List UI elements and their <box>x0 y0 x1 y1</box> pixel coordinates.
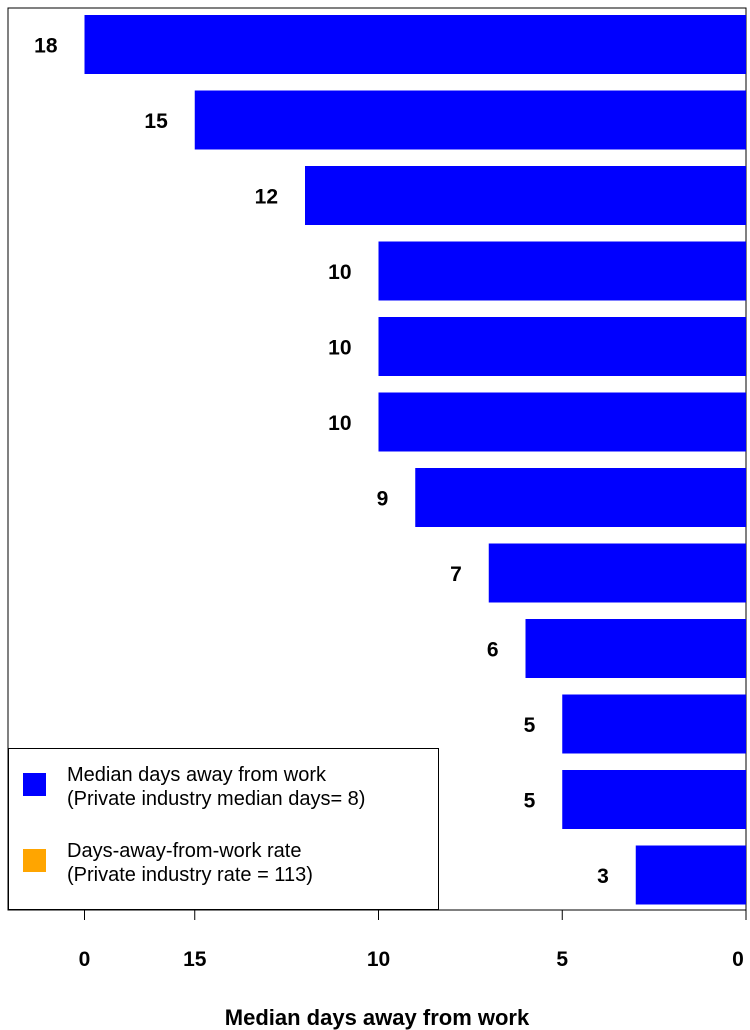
legend-label-rate: Days-away-from-work rate <box>67 840 302 862</box>
bar-label-12: 3 <box>597 865 609 888</box>
x-ticks-group: 0 15 10 5 0 <box>79 910 747 971</box>
bar-label-2: 15 <box>144 110 168 133</box>
legend-text-median-days: Median days away from work (Private indu… <box>67 763 365 811</box>
bar-label-9: 6 <box>487 639 499 662</box>
legend-text-rate: Days-away-from-work rate (Private indust… <box>67 839 313 887</box>
bar-label-4: 10 <box>328 261 351 284</box>
bar-6 <box>378 392 746 452</box>
legend-sublabel-rate: (Private industry rate = 113) <box>67 864 313 886</box>
bar-label-3: 12 <box>255 186 278 209</box>
x-tick-label-4: 5 <box>556 948 568 971</box>
bar-8 <box>488 543 746 603</box>
bar-labels-group: 18 15 12 10 10 10 9 7 6 5 5 3 <box>34 35 609 889</box>
x-tick-label-5: 0 <box>732 948 744 971</box>
bar-label-1: 18 <box>34 35 58 58</box>
bar-label-8: 7 <box>450 563 462 586</box>
bar-4 <box>378 241 746 301</box>
bar-2 <box>194 90 746 150</box>
x-tick-label-3: 10 <box>367 948 390 971</box>
bars-group <box>84 15 746 905</box>
legend-swatch-rate <box>23 849 46 872</box>
x-tick-label-1: 0 <box>79 948 91 971</box>
x-axis-title: Median days away from work <box>225 1005 530 1030</box>
bar-label-7: 9 <box>377 488 389 511</box>
legend-label-median-days: Median days away from work <box>67 764 326 786</box>
bar-7 <box>415 468 746 527</box>
bar-label-11: 5 <box>524 790 536 813</box>
bar-5 <box>378 317 746 376</box>
bar-3 <box>305 166 746 225</box>
legend-swatch-median-days <box>23 773 46 796</box>
legend: Median days away from work (Private indu… <box>8 748 439 910</box>
bar-12 <box>635 845 746 905</box>
bar-label-10: 5 <box>524 714 536 737</box>
bar-11 <box>562 770 746 829</box>
x-tick-label-2: 15 <box>183 948 207 971</box>
bar-10 <box>562 694 746 754</box>
bar-label-6: 10 <box>328 412 351 435</box>
bar-label-5: 10 <box>328 337 351 360</box>
bar-9 <box>525 619 746 678</box>
bar-1 <box>84 15 746 74</box>
legend-sublabel-median-days: (Private industry median days= 8) <box>67 788 366 810</box>
